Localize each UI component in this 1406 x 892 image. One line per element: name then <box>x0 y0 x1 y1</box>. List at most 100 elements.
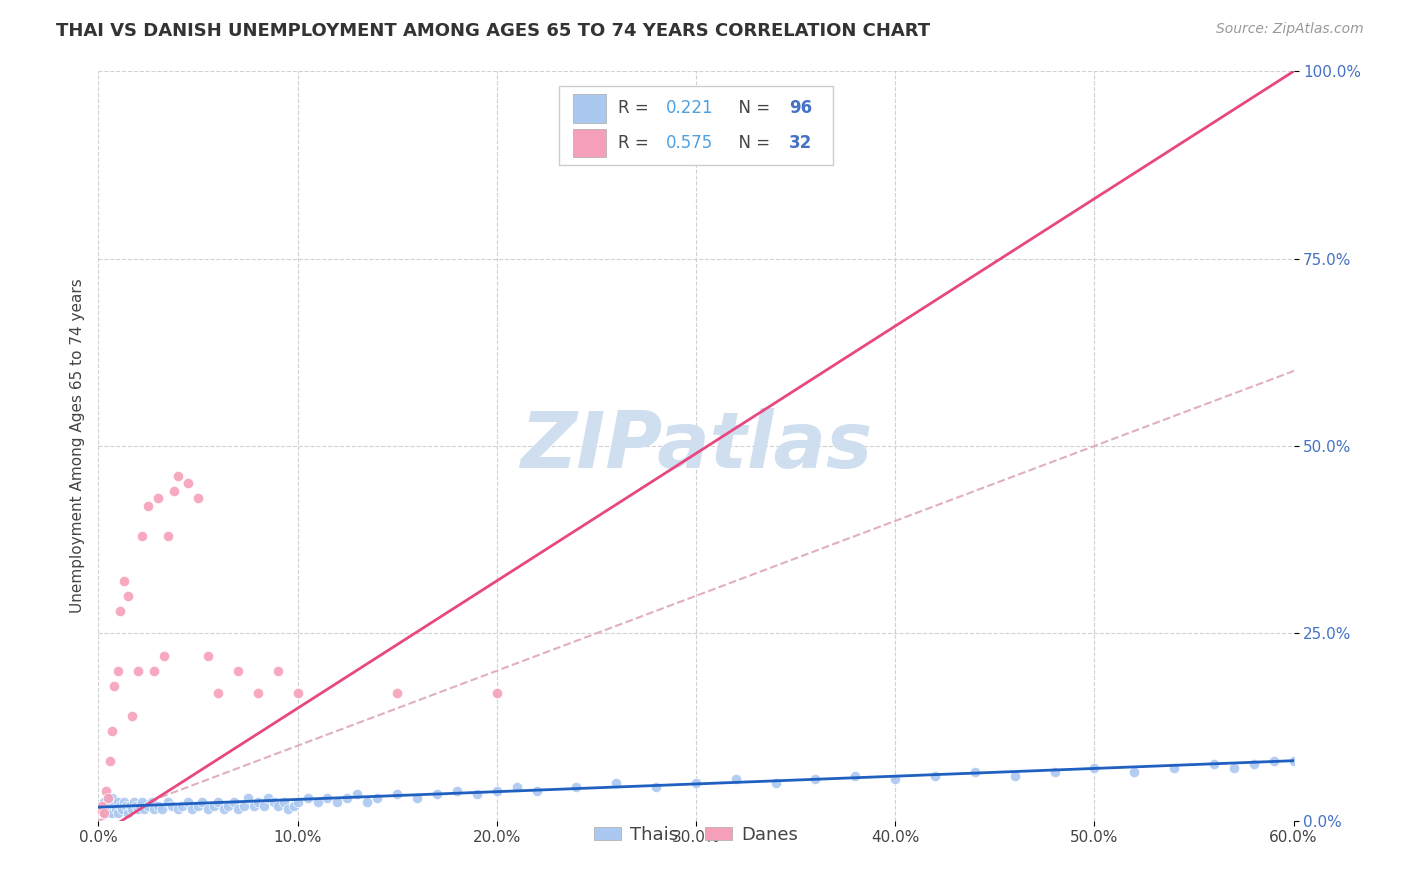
Point <box>167 802 190 816</box>
Text: N =: N = <box>728 99 776 118</box>
Point <box>181 802 204 816</box>
Point <box>124 795 146 809</box>
Point <box>844 769 866 783</box>
Point <box>253 798 276 813</box>
Point <box>267 798 290 813</box>
Point <box>1223 761 1246 775</box>
Point <box>110 798 132 813</box>
Point <box>202 798 225 813</box>
Point <box>1043 764 1066 779</box>
Point <box>110 604 132 618</box>
Point <box>97 802 120 816</box>
Point <box>160 798 183 813</box>
Point <box>426 788 449 802</box>
Point <box>112 795 135 809</box>
Point <box>191 795 214 809</box>
Point <box>112 574 135 588</box>
Text: R =: R = <box>619 99 654 118</box>
Point <box>256 791 278 805</box>
Point <box>148 491 170 506</box>
Point <box>101 791 124 805</box>
Point <box>243 798 266 813</box>
Point <box>1263 754 1285 768</box>
Point <box>645 780 668 794</box>
Point <box>263 795 285 809</box>
Point <box>1202 757 1225 772</box>
Point <box>177 795 200 809</box>
Point <box>406 791 429 805</box>
Point <box>157 529 180 543</box>
Point <box>385 788 409 802</box>
Point <box>96 798 118 813</box>
Point <box>93 806 115 821</box>
Point <box>98 754 122 768</box>
Point <box>804 772 827 787</box>
Point <box>605 776 627 790</box>
Point <box>107 795 129 809</box>
Text: 0.221: 0.221 <box>666 99 714 118</box>
Point <box>207 686 229 700</box>
Point <box>93 795 115 809</box>
Point <box>121 802 143 816</box>
Point <box>297 791 319 805</box>
Point <box>141 795 163 809</box>
Point <box>187 798 209 813</box>
Point <box>307 795 329 809</box>
Point <box>884 772 907 787</box>
Point <box>187 491 209 506</box>
Point <box>236 791 259 805</box>
Text: Source: ZipAtlas.com: Source: ZipAtlas.com <box>1216 22 1364 37</box>
Point <box>1123 764 1146 779</box>
Point <box>177 476 200 491</box>
Point <box>125 798 148 813</box>
Point <box>366 791 388 805</box>
Point <box>346 788 368 802</box>
Point <box>565 780 588 794</box>
Point <box>1282 754 1305 768</box>
Point <box>163 483 186 498</box>
Point <box>485 783 508 797</box>
Point <box>336 791 359 805</box>
Point <box>283 798 305 813</box>
Point <box>277 802 299 816</box>
Point <box>127 664 149 678</box>
Point <box>97 791 120 805</box>
Point <box>117 589 139 603</box>
Point <box>131 795 153 809</box>
Point <box>97 795 120 809</box>
Text: 32: 32 <box>789 134 813 152</box>
Point <box>485 686 508 700</box>
Point <box>1163 761 1185 775</box>
Point <box>287 795 309 809</box>
Point <box>167 469 190 483</box>
Point <box>197 802 219 816</box>
Point <box>172 798 194 813</box>
Point <box>103 798 125 813</box>
Point <box>326 795 349 809</box>
Point <box>212 802 235 816</box>
Point <box>89 798 111 813</box>
Point <box>246 795 269 809</box>
Point <box>724 772 747 787</box>
Point <box>105 802 128 816</box>
Legend: Thais, Danes: Thais, Danes <box>585 817 807 853</box>
Text: N =: N = <box>728 134 776 152</box>
FancyBboxPatch shape <box>558 87 834 165</box>
Point <box>226 802 249 816</box>
Point <box>385 686 409 700</box>
Point <box>121 708 143 723</box>
Point <box>98 798 122 813</box>
Point <box>506 780 529 794</box>
Point <box>93 806 115 821</box>
Point <box>157 795 180 809</box>
Point <box>316 791 339 805</box>
Point <box>143 664 166 678</box>
Point <box>1083 761 1105 775</box>
Point <box>207 795 229 809</box>
Point <box>91 798 114 813</box>
Point <box>148 798 170 813</box>
Point <box>217 798 239 813</box>
Text: THAI VS DANISH UNEMPLOYMENT AMONG AGES 65 TO 74 YEARS CORRELATION CHART: THAI VS DANISH UNEMPLOYMENT AMONG AGES 6… <box>56 22 931 40</box>
Point <box>153 648 176 663</box>
Point <box>273 795 295 809</box>
